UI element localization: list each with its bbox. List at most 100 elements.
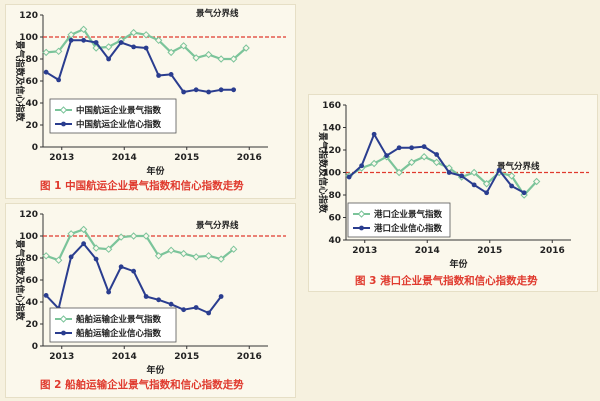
legend-marker [359,225,364,231]
confidence-index-point [181,307,187,313]
y-tick-label: 40 [25,298,38,308]
confidence-index-point [206,89,212,95]
x-tick-label: 2015 [174,352,199,362]
legend-marker [59,315,68,323]
confidence-index-point [143,45,149,51]
y-tick-label: 20 [25,121,38,131]
legend-box [49,98,177,134]
confidence-index-point [484,190,490,196]
confidence-index-point [231,87,237,93]
confidence-index-line [45,39,234,93]
caption-fig2: 图 2 船舶运输企业景气指数和信心指数走势 [40,379,244,391]
confidence-index-point [81,241,87,247]
threshold-label: 景气分界线 [196,8,239,19]
y-tick-label: 80 [328,191,341,201]
y-tick-label: 60 [25,276,38,286]
y-tick-label: 120 [19,210,38,220]
chart-panel-1: 0 20 40 60 80 100 120 2013 2014 2015 2016 年份 景气指数及信心… [5,4,296,199]
chart-panel-3: 40 60 80 100 120 140 160 2013 2014 2015 2016 年份 景气指数… [308,94,598,292]
legend-label: 港口企业信心指数 [374,223,443,234]
caption-fig1: 图 1 中国航运企业景气指数和信心指数走势 [40,180,244,192]
confidence-index-point [396,145,402,151]
legend-marker [61,121,66,127]
confidence-index-point [56,77,62,83]
x-tick-label: 2016 [540,246,565,256]
business-index-point [79,225,88,234]
confidence-index-point [434,152,440,157]
business-index-point [167,246,175,255]
business-index-point [117,233,125,241]
y-axis-label: 景气指数及信心指数 [14,239,26,321]
business-index-point [129,28,138,37]
y-tick-label: 60 [25,77,38,87]
confidence-index-point [346,174,352,180]
business-index-point [154,252,163,260]
confidence-index-point [446,170,452,175]
business-index-point [129,232,138,240]
legend-marker [61,330,66,336]
caption-fig3: 图 3 港口企业景气指数和信心指数走势 [355,275,538,287]
x-tick-label: 2014 [112,352,137,362]
business-index-point [192,54,200,62]
business-index-point [104,43,113,51]
business-index-line [45,228,235,262]
business-index-point [420,153,428,161]
legend-label: 船舶运输企业景气指数 [76,314,162,325]
business-index-point [92,44,100,52]
business-index-point [370,159,378,168]
business-index-point [92,244,100,252]
chart-1: 0 20 40 60 80 100 120 2013 2014 2015 2016 年份 景气指数及信心… [14,8,286,177]
confidence-index-point [421,144,427,150]
confidence-index-line [45,242,222,314]
business-index-point [242,44,250,52]
business-index-point [67,230,75,238]
legend-box [49,307,177,343]
business-index-point [42,48,50,57]
confidence-index-point [521,190,527,196]
y-tick-label: 80 [25,254,38,264]
business-index-point [54,256,63,264]
business-index-point [482,180,491,188]
y-tick-label: 20 [25,320,38,330]
y-tick-label: 0 [32,342,38,352]
business-index-point [217,55,225,63]
business-index-point [179,249,188,258]
y-tick-label: 100 [322,169,341,179]
legend-marker [357,210,366,218]
x-axis-label: 年份 [146,364,165,376]
business-index-point [470,168,478,177]
chart-panel-2: 0 20 40 60 80 100 120 2013 2014 2015 2016 年份 景气指数及信心… [5,203,296,398]
confidence-index-point [206,310,212,316]
business-index-point [67,31,75,39]
legend-label: 船舶运输企业信心指数 [76,328,162,339]
confidence-index-point [218,87,224,93]
legend-label: 中国航运企业景气指数 [76,105,162,116]
confidence-index-point [496,167,502,173]
confidence-index-point [509,183,515,189]
business-index-point [407,158,416,167]
confidence-index-point [193,305,199,310]
y-tick-label: 0 [32,143,38,153]
chart-2: 0 20 40 60 80 100 120 2013 2014 2015 2016 年份 景气指数及信心… [14,210,286,376]
confidence-index-point [106,289,112,295]
confidence-index-point [193,87,199,93]
business-index-point [217,255,225,263]
y-tick-label: 160 [322,101,341,111]
business-index-point [142,31,150,39]
confidence-index-point [156,73,162,78]
threshold-label: 景气分界线 [196,220,239,231]
y-tick-label: 80 [25,55,38,65]
business-index-point [507,172,516,180]
confidence-index-point [131,44,137,50]
confidence-index-point [143,294,149,299]
confidence-index-point [43,69,49,75]
x-tick-label: 2013 [49,352,74,362]
confidence-index-point [106,56,112,62]
confidence-index-point [471,182,477,188]
confidence-index-point [93,256,99,262]
business-index-point [204,252,213,260]
business-index-point [104,245,113,253]
confidence-index-point [93,40,99,45]
